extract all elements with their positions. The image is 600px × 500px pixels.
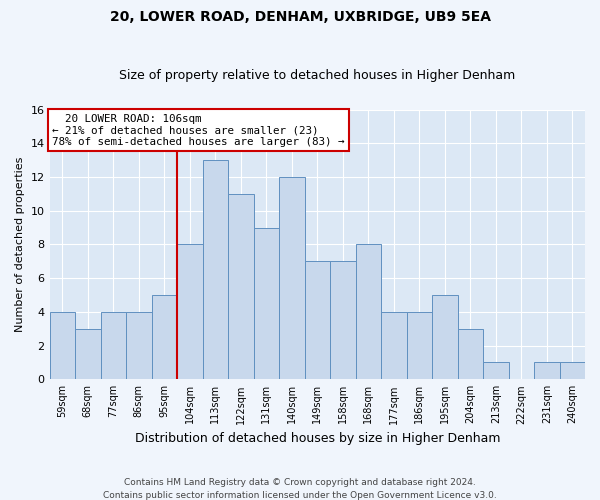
Bar bbox=[458, 328, 483, 380]
Bar bbox=[330, 262, 356, 380]
Text: 20 LOWER ROAD: 106sqm
← 21% of detached houses are smaller (23)
78% of semi-deta: 20 LOWER ROAD: 106sqm ← 21% of detached … bbox=[52, 114, 345, 147]
Bar bbox=[228, 194, 254, 380]
Bar bbox=[126, 312, 152, 380]
Title: Size of property relative to detached houses in Higher Denham: Size of property relative to detached ho… bbox=[119, 69, 515, 82]
Bar bbox=[534, 362, 560, 380]
Bar bbox=[305, 262, 330, 380]
Bar bbox=[560, 362, 585, 380]
Bar bbox=[356, 244, 381, 380]
Bar bbox=[381, 312, 407, 380]
Bar bbox=[254, 228, 279, 380]
Text: Contains HM Land Registry data © Crown copyright and database right 2024.
Contai: Contains HM Land Registry data © Crown c… bbox=[103, 478, 497, 500]
Bar bbox=[483, 362, 509, 380]
Bar bbox=[407, 312, 432, 380]
Bar bbox=[203, 160, 228, 380]
Bar bbox=[279, 177, 305, 380]
Bar bbox=[177, 244, 203, 380]
Y-axis label: Number of detached properties: Number of detached properties bbox=[15, 156, 25, 332]
Bar bbox=[50, 312, 75, 380]
X-axis label: Distribution of detached houses by size in Higher Denham: Distribution of detached houses by size … bbox=[134, 432, 500, 445]
Bar bbox=[432, 295, 458, 380]
Text: 20, LOWER ROAD, DENHAM, UXBRIDGE, UB9 5EA: 20, LOWER ROAD, DENHAM, UXBRIDGE, UB9 5E… bbox=[110, 10, 491, 24]
Bar bbox=[101, 312, 126, 380]
Bar bbox=[152, 295, 177, 380]
Bar bbox=[75, 328, 101, 380]
